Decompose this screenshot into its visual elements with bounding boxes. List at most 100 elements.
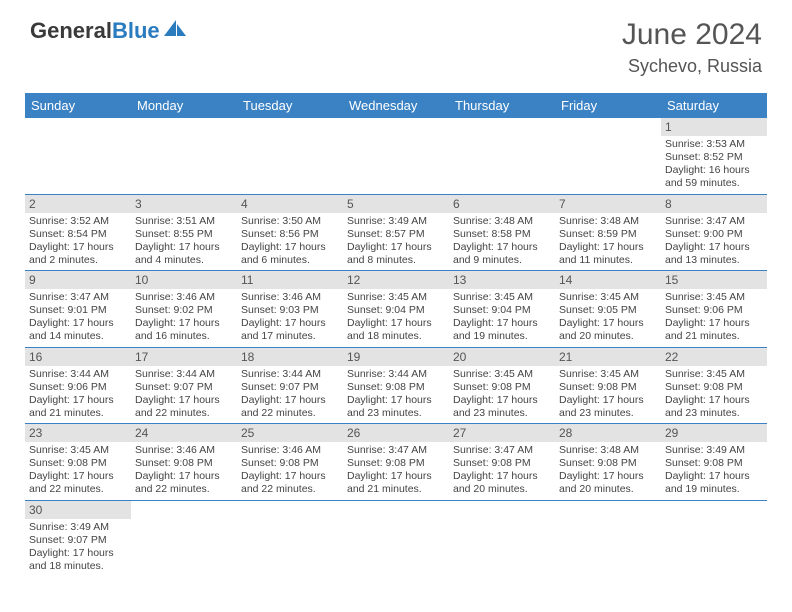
brand-part1: General xyxy=(30,18,112,44)
day-details: Sunrise: 3:46 AMSunset: 9:08 PMDaylight:… xyxy=(131,442,237,500)
daylight-line: Daylight: 17 hours and 23 minutes. xyxy=(665,394,763,420)
location: Sychevo, Russia xyxy=(622,56,762,77)
sunrise-line: Sunrise: 3:47 AM xyxy=(29,291,127,304)
day-number: 2 xyxy=(25,195,131,213)
day-details: Sunrise: 3:47 AMSunset: 9:01 PMDaylight:… xyxy=(25,289,131,347)
calendar-day-cell: 16Sunrise: 3:44 AMSunset: 9:06 PMDayligh… xyxy=(25,347,131,424)
sunrise-line: Sunrise: 3:45 AM xyxy=(559,368,657,381)
daylight-line: Daylight: 17 hours and 8 minutes. xyxy=(347,241,445,267)
day-number: 13 xyxy=(449,271,555,289)
daylight-line: Daylight: 17 hours and 11 minutes. xyxy=(559,241,657,267)
calendar-day-cell: 9Sunrise: 3:47 AMSunset: 9:01 PMDaylight… xyxy=(25,271,131,348)
brand-part2: Blue xyxy=(112,18,160,44)
calendar-empty-cell xyxy=(555,118,661,194)
sunrise-line: Sunrise: 3:50 AM xyxy=(241,215,339,228)
day-number: 23 xyxy=(25,424,131,442)
sunset-line: Sunset: 8:59 PM xyxy=(559,228,657,241)
sunset-line: Sunset: 9:08 PM xyxy=(559,457,657,470)
day-number: 26 xyxy=(343,424,449,442)
day-number: 27 xyxy=(449,424,555,442)
day-details: Sunrise: 3:49 AMSunset: 8:57 PMDaylight:… xyxy=(343,213,449,271)
calendar-empty-cell xyxy=(449,118,555,194)
daylight-line: Daylight: 17 hours and 22 minutes. xyxy=(135,470,233,496)
daylight-line: Daylight: 17 hours and 14 minutes. xyxy=(29,317,127,343)
day-number: 4 xyxy=(237,195,343,213)
sunset-line: Sunset: 8:55 PM xyxy=(135,228,233,241)
sunrise-line: Sunrise: 3:49 AM xyxy=(29,521,127,534)
day-number: 22 xyxy=(661,348,767,366)
day-details: Sunrise: 3:44 AMSunset: 9:08 PMDaylight:… xyxy=(343,366,449,424)
day-details: Sunrise: 3:48 AMSunset: 8:58 PMDaylight:… xyxy=(449,213,555,271)
sunrise-line: Sunrise: 3:45 AM xyxy=(453,291,551,304)
day-details: Sunrise: 3:49 AMSunset: 9:08 PMDaylight:… xyxy=(661,442,767,500)
title-block: June 2024 Sychevo, Russia xyxy=(622,18,762,77)
daylight-line: Daylight: 17 hours and 21 minutes. xyxy=(665,317,763,343)
day-details: Sunrise: 3:46 AMSunset: 9:02 PMDaylight:… xyxy=(131,289,237,347)
header: GeneralBlue June 2024 Sychevo, Russia xyxy=(0,0,792,85)
day-number: 8 xyxy=(661,195,767,213)
day-details: Sunrise: 3:45 AMSunset: 9:04 PMDaylight:… xyxy=(343,289,449,347)
calendar-day-cell: 6Sunrise: 3:48 AMSunset: 8:58 PMDaylight… xyxy=(449,194,555,271)
sunset-line: Sunset: 9:08 PM xyxy=(241,457,339,470)
calendar-empty-cell xyxy=(237,118,343,194)
sail-icon xyxy=(162,18,188,44)
calendar-day-cell: 17Sunrise: 3:44 AMSunset: 9:07 PMDayligh… xyxy=(131,347,237,424)
calendar-day-cell: 1Sunrise: 3:53 AMSunset: 8:52 PMDaylight… xyxy=(661,118,767,194)
daylight-line: Daylight: 17 hours and 22 minutes. xyxy=(135,394,233,420)
sunrise-line: Sunrise: 3:47 AM xyxy=(665,215,763,228)
calendar-table: SundayMondayTuesdayWednesdayThursdayFrid… xyxy=(25,93,767,576)
day-details: Sunrise: 3:47 AMSunset: 9:00 PMDaylight:… xyxy=(661,213,767,271)
calendar-day-cell: 24Sunrise: 3:46 AMSunset: 9:08 PMDayligh… xyxy=(131,424,237,501)
calendar-day-cell: 10Sunrise: 3:46 AMSunset: 9:02 PMDayligh… xyxy=(131,271,237,348)
day-number: 28 xyxy=(555,424,661,442)
daylight-line: Daylight: 17 hours and 23 minutes. xyxy=(347,394,445,420)
weekday-header-row: SundayMondayTuesdayWednesdayThursdayFrid… xyxy=(25,93,767,118)
sunrise-line: Sunrise: 3:48 AM xyxy=(559,444,657,457)
sunrise-line: Sunrise: 3:45 AM xyxy=(453,368,551,381)
calendar-empty-cell xyxy=(237,500,343,576)
sunrise-line: Sunrise: 3:46 AM xyxy=(241,291,339,304)
sunset-line: Sunset: 9:02 PM xyxy=(135,304,233,317)
calendar-week-row: 1Sunrise: 3:53 AMSunset: 8:52 PMDaylight… xyxy=(25,118,767,194)
daylight-line: Daylight: 16 hours and 59 minutes. xyxy=(665,164,763,190)
daylight-line: Daylight: 17 hours and 16 minutes. xyxy=(135,317,233,343)
daylight-line: Daylight: 17 hours and 23 minutes. xyxy=(559,394,657,420)
month-title: June 2024 xyxy=(622,18,762,52)
day-number: 3 xyxy=(131,195,237,213)
sunrise-line: Sunrise: 3:44 AM xyxy=(347,368,445,381)
day-number: 1 xyxy=(661,118,767,136)
sunset-line: Sunset: 9:07 PM xyxy=(135,381,233,394)
daylight-line: Daylight: 17 hours and 19 minutes. xyxy=(665,470,763,496)
calendar-day-cell: 26Sunrise: 3:47 AMSunset: 9:08 PMDayligh… xyxy=(343,424,449,501)
day-details: Sunrise: 3:45 AMSunset: 9:06 PMDaylight:… xyxy=(661,289,767,347)
calendar-day-cell: 15Sunrise: 3:45 AMSunset: 9:06 PMDayligh… xyxy=(661,271,767,348)
weekday-header: Friday xyxy=(555,93,661,118)
calendar-empty-cell xyxy=(131,118,237,194)
day-number: 7 xyxy=(555,195,661,213)
weekday-header: Thursday xyxy=(449,93,555,118)
day-number: 12 xyxy=(343,271,449,289)
day-details: Sunrise: 3:48 AMSunset: 8:59 PMDaylight:… xyxy=(555,213,661,271)
day-number: 20 xyxy=(449,348,555,366)
calendar-empty-cell xyxy=(555,500,661,576)
calendar-day-cell: 2Sunrise: 3:52 AMSunset: 8:54 PMDaylight… xyxy=(25,194,131,271)
daylight-line: Daylight: 17 hours and 21 minutes. xyxy=(29,394,127,420)
calendar-day-cell: 14Sunrise: 3:45 AMSunset: 9:05 PMDayligh… xyxy=(555,271,661,348)
daylight-line: Daylight: 17 hours and 23 minutes. xyxy=(453,394,551,420)
day-details: Sunrise: 3:45 AMSunset: 9:08 PMDaylight:… xyxy=(449,366,555,424)
calendar-day-cell: 13Sunrise: 3:45 AMSunset: 9:04 PMDayligh… xyxy=(449,271,555,348)
day-details: Sunrise: 3:47 AMSunset: 9:08 PMDaylight:… xyxy=(343,442,449,500)
daylight-line: Daylight: 17 hours and 13 minutes. xyxy=(665,241,763,267)
day-number: 6 xyxy=(449,195,555,213)
day-details: Sunrise: 3:47 AMSunset: 9:08 PMDaylight:… xyxy=(449,442,555,500)
sunset-line: Sunset: 9:07 PM xyxy=(29,534,127,547)
calendar-day-cell: 25Sunrise: 3:46 AMSunset: 9:08 PMDayligh… xyxy=(237,424,343,501)
sunset-line: Sunset: 9:03 PM xyxy=(241,304,339,317)
sunset-line: Sunset: 8:58 PM xyxy=(453,228,551,241)
day-number: 24 xyxy=(131,424,237,442)
sunrise-line: Sunrise: 3:52 AM xyxy=(29,215,127,228)
day-details: Sunrise: 3:45 AMSunset: 9:04 PMDaylight:… xyxy=(449,289,555,347)
day-details: Sunrise: 3:45 AMSunset: 9:05 PMDaylight:… xyxy=(555,289,661,347)
sunset-line: Sunset: 9:08 PM xyxy=(135,457,233,470)
calendar-day-cell: 20Sunrise: 3:45 AMSunset: 9:08 PMDayligh… xyxy=(449,347,555,424)
